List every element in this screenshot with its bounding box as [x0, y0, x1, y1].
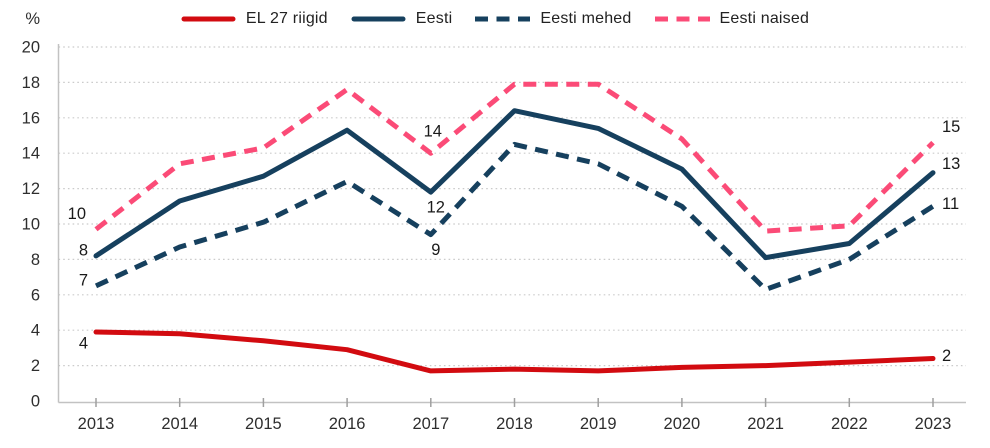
point-label: 8: [79, 241, 88, 259]
point-label: 15: [942, 118, 960, 136]
legend-label: Eesti: [415, 10, 453, 27]
legend-label: Eesti mehed: [540, 10, 632, 27]
svg-text:2013: 2013: [78, 415, 115, 433]
point-label: 2: [942, 347, 951, 365]
point-label: 12: [427, 199, 445, 217]
svg-text:2016: 2016: [329, 415, 366, 433]
svg-text:2017: 2017: [412, 415, 449, 433]
svg-text:2014: 2014: [161, 415, 198, 433]
svg-text:2020: 2020: [664, 415, 701, 433]
chart-legend: EL 27 riigid Eesti Eesti mehed Eesti nai…: [0, 0, 990, 38]
dashed-line-swatch-icon: [654, 16, 710, 22]
svg-text:0: 0: [31, 393, 40, 411]
point-label: 11: [942, 195, 959, 213]
axes: [57, 44, 966, 404]
series-line-eesti-mehed: [94, 141, 935, 292]
y-axis-unit-label: %: [25, 10, 40, 28]
svg-text:2015: 2015: [245, 415, 282, 433]
y-axis-labels: 0 2 4 6 8 10 12 14 16 18 20%: [22, 10, 41, 411]
solid-line-swatch-icon: [181, 16, 236, 22]
svg-text:16: 16: [22, 109, 40, 127]
legend-item-eesti-naised[interactable]: Eesti naised: [654, 10, 810, 28]
point-label: 14: [424, 123, 442, 141]
legend-label: Eesti naised: [719, 10, 810, 27]
svg-text:12: 12: [22, 180, 40, 198]
legend-item-eesti[interactable]: Eesti: [351, 10, 453, 28]
x-axis-ticks: [95, 398, 934, 407]
svg-text:6: 6: [31, 286, 40, 304]
point-label: 13: [942, 155, 960, 173]
svg-text:2: 2: [31, 357, 40, 375]
svg-text:2023: 2023: [915, 415, 952, 433]
legend-label: EL 27 riigid: [245, 10, 328, 27]
svg-text:18: 18: [22, 74, 40, 92]
svg-text:2021: 2021: [747, 415, 784, 433]
point-label: 10: [68, 205, 86, 223]
svg-text:2022: 2022: [831, 415, 868, 433]
legend-item-el-27-riigid[interactable]: EL 27 riigid: [181, 10, 328, 28]
svg-text:20: 20: [22, 39, 40, 57]
dashed-line-swatch-icon: [475, 16, 531, 22]
gridlines: [58, 46, 966, 367]
svg-text:2018: 2018: [496, 415, 533, 433]
series-line-eesti-naised: [94, 81, 935, 234]
svg-text:10: 10: [22, 216, 40, 234]
solid-line-swatch-icon: [351, 16, 406, 22]
series-line-el-27-riigid: [93, 329, 936, 374]
point-labels: 10 8 7 4 14 12 9 15 13 11 2: [68, 118, 961, 365]
series-line-eesti: [93, 108, 936, 261]
svg-text:8: 8: [31, 251, 40, 269]
svg-text:2019: 2019: [580, 415, 617, 433]
point-label: 4: [79, 335, 88, 353]
x-axis-labels: 2013 2014 2015 2016 2017 2018 2019 2020 2021 2022…: [78, 415, 952, 433]
point-label: 9: [431, 241, 440, 259]
point-label: 7: [79, 271, 88, 289]
legend-item-eesti-mehed[interactable]: Eesti mehed: [475, 10, 631, 28]
svg-text:4: 4: [31, 322, 40, 340]
svg-text:14: 14: [22, 145, 40, 163]
